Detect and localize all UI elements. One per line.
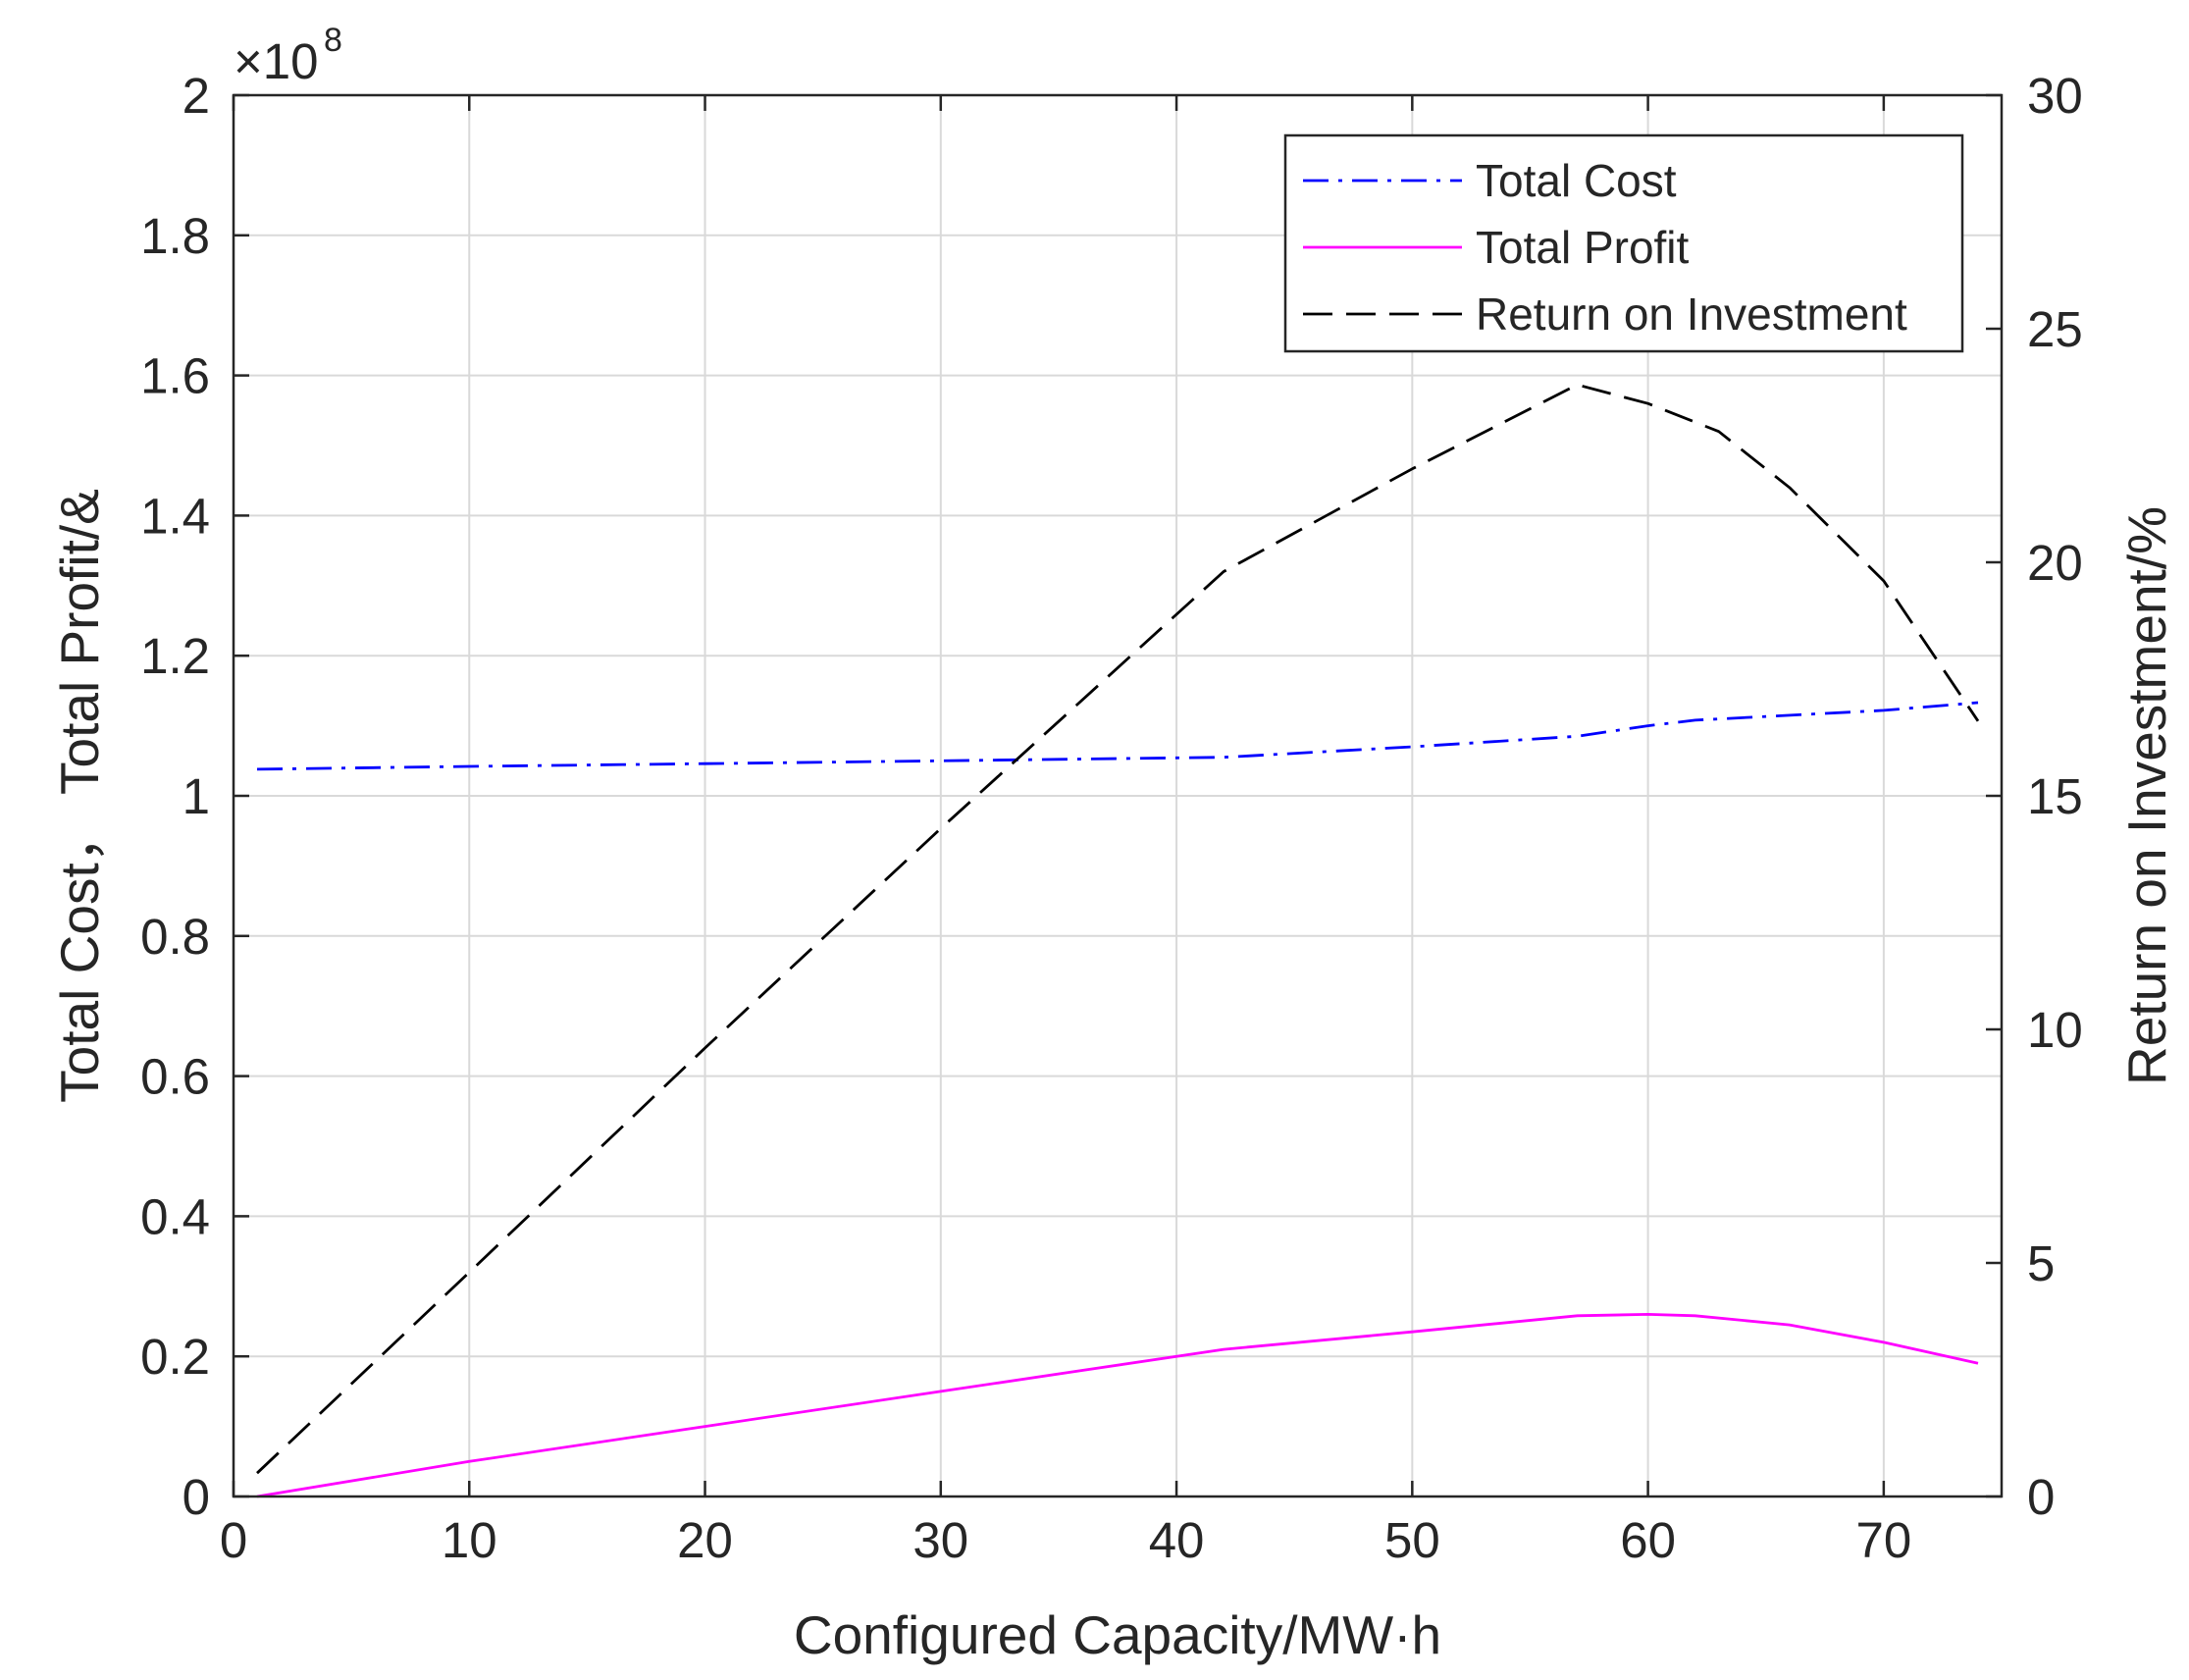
- legend-label: Total Cost: [1476, 155, 1677, 206]
- legend-label: Return on Investment: [1476, 289, 1907, 340]
- y-left-tick-label: 1.2: [140, 628, 210, 684]
- y-left-tick-label: 0.8: [140, 909, 210, 965]
- x-tick-label: 50: [1384, 1512, 1440, 1568]
- y-right-tick-label: 20: [2027, 535, 2083, 591]
- x-tick-label: 30: [912, 1512, 968, 1568]
- x-axis-label: Configured Capacity/MW·h: [794, 1604, 1441, 1665]
- y-left-tick-label: 2: [182, 68, 210, 124]
- y-left-tick-label: 1.6: [140, 348, 210, 404]
- x-tick-label: 0: [220, 1512, 247, 1568]
- axes-layer: 0 10 20 30 40 50 60 7000.20.40.60.811.21.41.61.…: [140, 68, 2083, 1568]
- series-line-total-profit: [256, 1313, 1979, 1498]
- y-axis-right-label: Return on Investment/%: [2116, 506, 2177, 1085]
- y-left-tick-label: 0.6: [140, 1049, 210, 1105]
- series-layer: [256, 383, 1980, 1498]
- x-tick-label: 20: [677, 1512, 733, 1568]
- y-right-tick-label: 5: [2027, 1235, 2055, 1291]
- left-axis-multiplier-exponent: 8: [324, 22, 342, 59]
- y-right-tick-label: 15: [2027, 768, 2083, 824]
- x-tick-label: 60: [1620, 1512, 1676, 1568]
- x-tick-label: 10: [442, 1512, 497, 1568]
- y-left-tick-label: 0.4: [140, 1188, 210, 1244]
- y-right-tick-label: 10: [2027, 1002, 2083, 1058]
- y-left-tick-label: 0: [182, 1469, 210, 1525]
- y-right-tick-label: 0: [2027, 1469, 2055, 1525]
- y-left-tick-label: 1: [182, 768, 210, 824]
- y-left-tick-label: 1.8: [140, 208, 210, 264]
- x-tick-label: 40: [1149, 1512, 1205, 1568]
- y-axis-left-label: Total Cost， Total Profit/&: [49, 489, 110, 1103]
- legend-label: Total Profit: [1476, 222, 1690, 273]
- left-axis-multiplier: ×10: [234, 33, 319, 89]
- y-right-tick-label: 30: [2027, 68, 2083, 124]
- y-right-tick-label: 25: [2027, 301, 2083, 357]
- x-tick-label: 70: [1855, 1512, 1911, 1568]
- y-left-tick-label: 0.2: [140, 1329, 210, 1385]
- series-line-return-on-investment: [256, 383, 1980, 1475]
- legend: Total Cost Total Profit Return on Investme…: [1283, 133, 1964, 353]
- y-left-tick-label: 1.4: [140, 488, 210, 544]
